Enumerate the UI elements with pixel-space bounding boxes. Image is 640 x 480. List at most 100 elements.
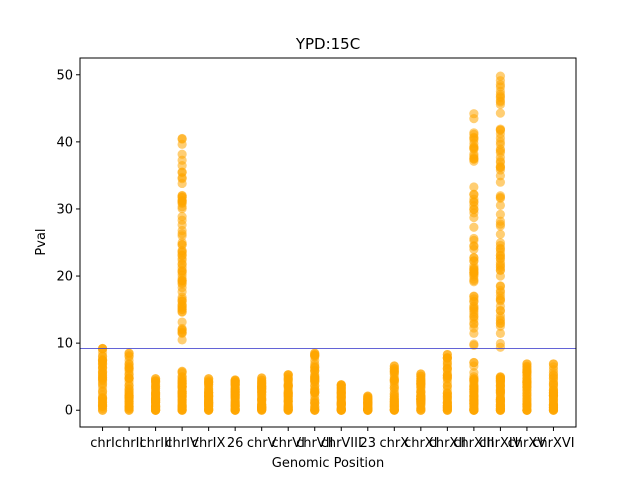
data-point (336, 386, 346, 396)
x-tick-label: 23 (360, 436, 377, 451)
series-chrXV (522, 359, 532, 415)
data-point (442, 401, 452, 411)
x-tick-label: chrXI (404, 436, 437, 451)
data-point (495, 342, 506, 352)
data-point (177, 139, 187, 149)
data-point (363, 404, 373, 414)
data-point (522, 375, 532, 385)
data-point (177, 282, 187, 293)
data-point (177, 155, 187, 165)
data-point (177, 381, 187, 392)
data-point (97, 379, 108, 390)
data-point (469, 357, 479, 368)
data-point (177, 266, 187, 276)
data-point (416, 391, 426, 401)
data-point (469, 194, 479, 204)
data-point (469, 222, 479, 232)
data-point (177, 259, 187, 269)
data-point (469, 252, 479, 263)
points-layer (97, 71, 559, 415)
x-tick-label: chrVI (271, 436, 304, 451)
data-point (495, 395, 506, 405)
data-point (442, 381, 452, 391)
data-point (469, 302, 479, 312)
y-tick-label: 20 (56, 270, 73, 285)
data-point (177, 192, 187, 202)
data-point (230, 387, 240, 397)
data-point (495, 209, 506, 219)
data-point (310, 404, 320, 414)
data-point (495, 108, 506, 118)
data-point (124, 392, 134, 402)
data-point (495, 200, 506, 211)
data-point (204, 398, 214, 408)
series-chrI (97, 343, 108, 415)
x-tick-label: chrX (379, 436, 409, 451)
data-point (177, 327, 187, 337)
data-point (469, 368, 479, 378)
y-tick-label: 40 (56, 135, 73, 150)
x-tick-label: chrII (115, 436, 143, 451)
data-point (495, 295, 506, 305)
data-point (495, 229, 506, 239)
data-point (124, 381, 134, 391)
chart-title: YPD:15C (295, 35, 360, 53)
x-tick-label: chrI (90, 436, 115, 451)
data-point (283, 386, 293, 397)
data-point (469, 114, 479, 124)
data-point (495, 404, 506, 414)
data-point (310, 363, 320, 373)
data-point (177, 317, 187, 327)
data-point (416, 374, 426, 384)
data-point (469, 268, 479, 278)
data-point (469, 129, 479, 139)
data-point (522, 405, 532, 415)
data-point (283, 397, 293, 407)
series-23 (363, 391, 373, 415)
data-point (336, 399, 346, 409)
series-chrIX (204, 374, 214, 415)
y-tick-label: 10 (56, 337, 73, 352)
data-point (469, 291, 479, 301)
data-point (469, 391, 479, 402)
data-point (469, 277, 479, 287)
data-point (230, 401, 240, 411)
data-point (177, 231, 187, 241)
x-tick-label: chrIII (139, 436, 171, 451)
data-point (124, 361, 134, 372)
series-chrV (257, 373, 267, 415)
data-point (177, 246, 187, 256)
series-26 (230, 375, 240, 415)
data-point (204, 405, 214, 415)
y-tick-label: 30 (56, 202, 73, 217)
data-point (389, 383, 399, 393)
data-point (363, 395, 373, 405)
data-point (495, 247, 506, 257)
data-point (177, 178, 187, 189)
data-point (177, 335, 187, 345)
data-point (495, 216, 506, 226)
series-chrXVI (548, 359, 559, 415)
data-point (495, 86, 506, 96)
data-point (177, 367, 187, 377)
data-point (495, 314, 506, 324)
data-point (495, 253, 506, 264)
x-tick-label: chrV (247, 436, 277, 451)
series-chrVII (310, 348, 320, 415)
data-point (177, 301, 187, 312)
data-point (495, 261, 506, 271)
data-point (495, 148, 506, 158)
x-tick-label: chrIX (192, 436, 226, 451)
data-point (469, 182, 479, 192)
data-point (177, 402, 187, 412)
data-point (150, 376, 161, 386)
data-point (469, 323, 479, 333)
series-chrVI (283, 370, 293, 415)
series-chrII (124, 348, 134, 415)
data-point (389, 389, 399, 400)
series-chrXII (442, 349, 452, 415)
data-point (124, 351, 134, 361)
